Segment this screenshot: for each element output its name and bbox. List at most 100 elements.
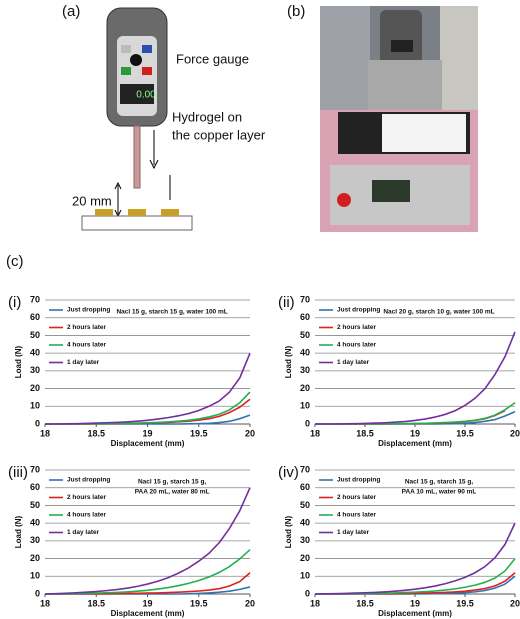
y-tick-label: 10 bbox=[300, 571, 310, 581]
x-tick-label: 20 bbox=[245, 428, 255, 438]
legend-label: Just dropping bbox=[337, 307, 380, 314]
x-tick-label: 20 bbox=[510, 428, 520, 438]
x-axis-label: Displacement (mm) bbox=[378, 609, 452, 618]
x-tick-label: 19 bbox=[410, 598, 420, 608]
x-tick-label: 19 bbox=[410, 428, 420, 438]
gauge-button bbox=[121, 67, 131, 75]
legend-label: Just dropping bbox=[337, 477, 380, 484]
y-tick-label: 50 bbox=[300, 500, 310, 510]
annotation: Nacl 15 g, starch 15 g, bbox=[405, 479, 473, 486]
y-tick-label: 30 bbox=[300, 365, 310, 375]
photo-gauge bbox=[380, 10, 422, 65]
gauge-readout: 0.00 bbox=[136, 90, 156, 101]
x-tick-label: 18 bbox=[40, 598, 50, 608]
photo-gauge-screen bbox=[391, 40, 413, 52]
legend-label: 2 hours later bbox=[337, 494, 376, 501]
y-tick-label: 60 bbox=[30, 312, 40, 322]
series-line bbox=[45, 352, 251, 425]
legend-label: 2 hours later bbox=[337, 324, 376, 331]
y-tick-label: 20 bbox=[300, 553, 310, 563]
x-tick-label: 18 bbox=[40, 428, 50, 438]
series-line bbox=[45, 391, 251, 425]
annotation: Nacl 15 g, starch 15 g, bbox=[138, 479, 206, 486]
x-tick-label: 18.5 bbox=[356, 598, 374, 608]
y-tick-label: 70 bbox=[30, 294, 40, 304]
panel-label: (a) bbox=[62, 3, 80, 20]
y-tick-label: 10 bbox=[300, 401, 310, 411]
x-tick-label: 18.5 bbox=[87, 428, 105, 438]
y-tick-label: 20 bbox=[300, 383, 310, 393]
series-line bbox=[315, 331, 516, 425]
x-tick-label: 20 bbox=[510, 598, 520, 608]
gauge-button bbox=[130, 54, 142, 66]
annotation: PAA 10 mL, water 90 mL bbox=[402, 489, 477, 496]
legend-label: 1 day later bbox=[67, 529, 100, 536]
photo-bg bbox=[440, 6, 478, 126]
series-line bbox=[44, 487, 251, 595]
legend-label: 4 hours later bbox=[337, 512, 376, 519]
legend-label: 1 day later bbox=[67, 359, 100, 366]
x-axis-label: Displacement (mm) bbox=[378, 439, 452, 448]
gauge-button bbox=[142, 67, 152, 75]
x-axis-label: Displacement (mm) bbox=[111, 439, 185, 448]
x-tick-label: 18 bbox=[310, 598, 320, 608]
panel-label: (c) bbox=[6, 253, 24, 270]
y-tick-label: 40 bbox=[300, 348, 310, 358]
y-tick-label: 20 bbox=[30, 553, 40, 563]
y-tick-label: 40 bbox=[300, 518, 310, 528]
legend-label: Just dropping bbox=[67, 307, 110, 314]
y-tick-label: 30 bbox=[30, 535, 40, 545]
y-tick-label: 30 bbox=[30, 365, 40, 375]
y-tick-label: 20 bbox=[30, 383, 40, 393]
photo-button bbox=[337, 193, 351, 207]
y-axis-label: Load (N) bbox=[14, 515, 23, 548]
y-tick-label: 70 bbox=[300, 294, 310, 304]
x-tick-label: 18.5 bbox=[356, 428, 374, 438]
legend-label: 4 hours later bbox=[337, 342, 376, 349]
y-tick-label: 30 bbox=[300, 535, 310, 545]
y-tick-label: 40 bbox=[30, 348, 40, 358]
copper bbox=[161, 209, 179, 216]
y-axis-label: Load (N) bbox=[14, 345, 23, 378]
panel-label: (i) bbox=[8, 294, 21, 311]
substrate bbox=[81, 215, 193, 231]
y-tick-label: 60 bbox=[300, 482, 310, 492]
y-tick-label: 10 bbox=[30, 401, 40, 411]
y-tick-label: 10 bbox=[30, 571, 40, 581]
annotation: Nacl 20 g, starch 10 g, water 100 mL bbox=[383, 309, 494, 316]
label: Hydrogel on bbox=[172, 109, 242, 124]
legend-label: 4 hours later bbox=[67, 342, 106, 349]
x-axis-label: Displacement (mm) bbox=[111, 609, 185, 618]
photo-stand bbox=[368, 60, 442, 115]
y-tick-label: 50 bbox=[300, 330, 310, 340]
panel-label: (b) bbox=[287, 3, 305, 20]
y-tick-label: 70 bbox=[300, 464, 310, 474]
legend-label: 4 hours later bbox=[67, 512, 106, 519]
y-tick-label: 0 bbox=[305, 588, 310, 598]
y-axis-label: Load (N) bbox=[284, 515, 293, 548]
x-tick-label: 19.5 bbox=[456, 428, 474, 438]
y-tick-label: 0 bbox=[35, 418, 40, 428]
y-tick-label: 50 bbox=[30, 500, 40, 510]
y-tick-label: 50 bbox=[30, 330, 40, 340]
x-tick-label: 19.5 bbox=[190, 428, 208, 438]
label: Force gauge bbox=[176, 51, 249, 66]
annotation: PAA 20 mL, water 80 mL bbox=[135, 489, 210, 496]
x-tick-label: 18.5 bbox=[87, 598, 105, 608]
label: the copper layer bbox=[172, 127, 266, 142]
arrow-head bbox=[149, 159, 159, 170]
panel-label: (iv) bbox=[278, 464, 299, 481]
label: 20 mm bbox=[72, 193, 112, 208]
gauge-button bbox=[142, 45, 152, 53]
y-tick-label: 60 bbox=[30, 482, 40, 492]
y-tick-label: 60 bbox=[300, 312, 310, 322]
gauge-rod bbox=[133, 125, 141, 189]
x-tick-label: 19.5 bbox=[456, 598, 474, 608]
legend-label: Just dropping bbox=[67, 477, 110, 484]
gauge-button bbox=[121, 45, 131, 53]
copper bbox=[128, 209, 146, 216]
legend-label: 2 hours later bbox=[67, 324, 106, 331]
x-tick-label: 19.5 bbox=[190, 598, 208, 608]
legend-label: 1 day later bbox=[337, 359, 370, 366]
